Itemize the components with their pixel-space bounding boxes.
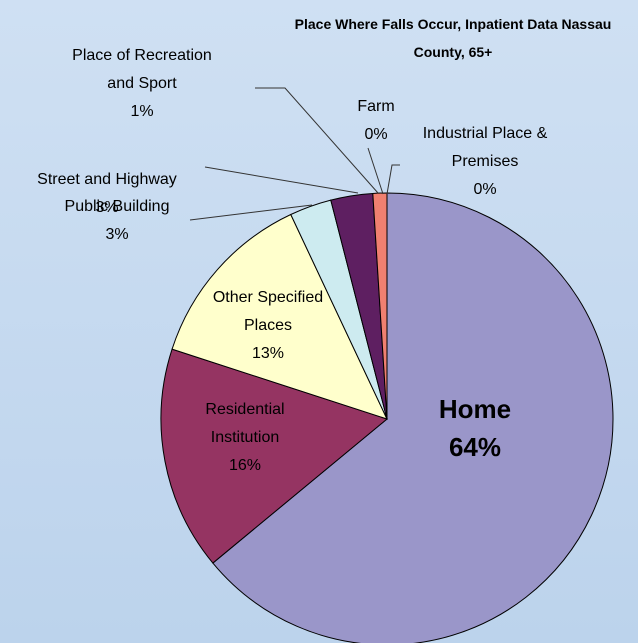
value-label: 3%	[105, 226, 129, 243]
slice-label: Street and Highway 3%	[2, 166, 212, 222]
leader-line	[386, 164, 400, 195]
category-name: Residential Institution	[205, 401, 285, 446]
slice-label: Residential Institution 16%	[190, 396, 300, 480]
slice-label: Public Building 3%	[37, 193, 197, 249]
category-name: Farm	[357, 98, 395, 115]
category-name: Public Building	[64, 198, 170, 215]
slice-label: Farm 0%	[351, 93, 401, 149]
pie-slice	[160, 348, 389, 564]
leader-line	[189, 204, 313, 221]
leader-line	[367, 147, 384, 195]
category-name: Home	[438, 394, 512, 424]
value-label: 16%	[228, 457, 262, 474]
value-label: 1%	[130, 103, 154, 120]
leader-lines	[189, 87, 400, 221]
value-label: 13%	[251, 345, 285, 362]
category-name: Street and Highway	[37, 171, 177, 188]
category-name: Other Specified Places	[212, 289, 324, 334]
pie-slice	[212, 192, 614, 643]
leader-line	[255, 87, 379, 194]
value-label: 0%	[364, 126, 388, 143]
slice-label: Home 64%	[410, 390, 540, 466]
slice-label: Industrial Place & Premises 0%	[400, 120, 570, 204]
value-label: 0%	[473, 181, 497, 198]
category-name: Industrial Place & Premises	[422, 125, 548, 170]
slice-label: Place of Recreation and Sport 1%	[67, 42, 217, 126]
category-name: Place of Recreation and Sport	[72, 47, 212, 92]
pie-slice	[171, 213, 388, 420]
leader-line	[204, 166, 359, 194]
value-label: 3%	[95, 199, 119, 216]
slice-label: Other Specified Places 13%	[208, 284, 328, 368]
value-label: 64%	[448, 432, 502, 462]
chart-title: Place Where Falls Occur, Inpatient Data …	[294, 16, 612, 60]
